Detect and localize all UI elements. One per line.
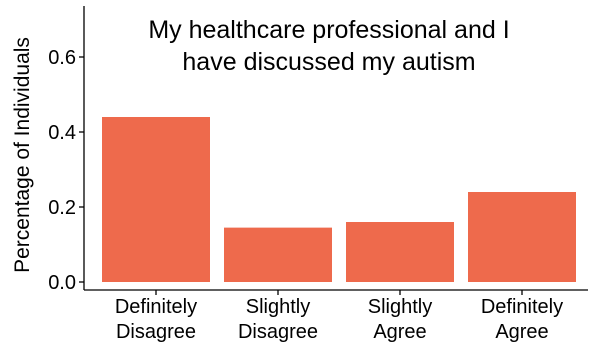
x-tick-label: Slightly bbox=[368, 296, 432, 318]
bar bbox=[102, 117, 210, 282]
chart-title: My healthcare professional and I have di… bbox=[148, 16, 509, 76]
y-axis: 0.0 0.2 0.4 0.6 bbox=[48, 6, 85, 294]
x-tick-label: Definitely bbox=[115, 296, 197, 318]
x-tick-label: Disagree bbox=[116, 321, 196, 343]
y-tick-label: 0.4 bbox=[48, 122, 76, 144]
y-axis-label: Percentage of Individuals bbox=[11, 37, 34, 273]
chart-title-line-2: have discussed my autism bbox=[182, 48, 475, 76]
y-tick-label: 0.2 bbox=[48, 197, 76, 219]
bar bbox=[224, 227, 332, 282]
y-tick-label: 0.6 bbox=[48, 47, 76, 69]
x-tick-label: Slightly bbox=[246, 296, 310, 318]
x-tick-label: Agree bbox=[495, 321, 548, 343]
bars-group bbox=[102, 117, 576, 282]
bar bbox=[346, 222, 454, 282]
x-tick-label: Disagree bbox=[238, 321, 318, 343]
x-tick-label: Agree bbox=[373, 321, 426, 343]
x-tick-label: Definitely bbox=[481, 296, 563, 318]
bar bbox=[468, 192, 576, 282]
y-tick-label: 0.0 bbox=[48, 272, 76, 294]
chart-title-line-1: My healthcare professional and I bbox=[148, 16, 509, 44]
x-axis: Definitely Disagree Slightly Disagree Slight… bbox=[84, 289, 588, 343]
